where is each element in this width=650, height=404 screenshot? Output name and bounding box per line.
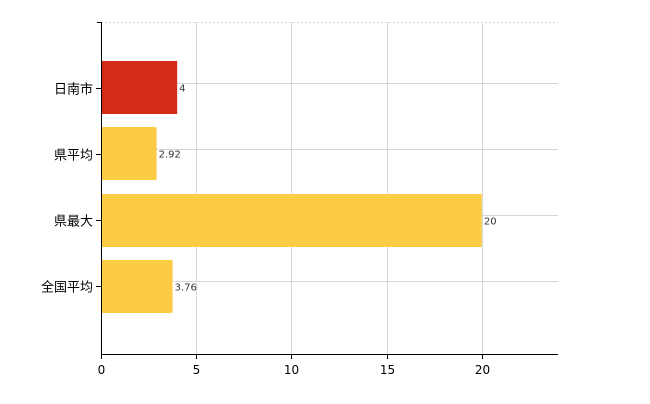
- bar-2: [102, 194, 482, 247]
- y-category-label-3: 全国平均: [41, 280, 93, 296]
- bar-value-label-3: 3.76: [175, 283, 197, 294]
- bar-3: [102, 260, 173, 313]
- y-category-label-2: 県最大: [54, 215, 93, 230]
- y-category-label-1: 県平均: [54, 149, 93, 164]
- bar-value-label-2: 20: [484, 217, 497, 228]
- x-tick-label-10: 10: [284, 363, 299, 377]
- y-category-label-0: 日南市: [54, 82, 93, 98]
- x-tick-label-15: 15: [380, 363, 395, 377]
- bar-0: [102, 61, 178, 114]
- x-tick-label-5: 5: [193, 363, 201, 377]
- x-tick-label-20: 20: [475, 363, 490, 377]
- grid-layer: [101, 22, 558, 354]
- axis-layer: [96, 22, 558, 359]
- bar-value-label-1: 2.92: [159, 150, 181, 161]
- x-tick-label-0: 0: [98, 363, 106, 377]
- bar-1: [102, 127, 157, 180]
- bar-value-label-0: 4: [179, 84, 185, 95]
- bar-layer: [102, 61, 482, 313]
